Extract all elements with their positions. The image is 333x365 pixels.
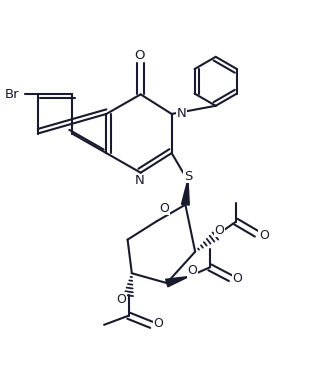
Text: N: N [176, 107, 186, 120]
Text: S: S [184, 170, 192, 183]
Text: O: O [154, 317, 164, 330]
Text: N: N [135, 174, 144, 187]
Text: O: O [259, 228, 269, 242]
Polygon shape [181, 179, 189, 205]
Text: O: O [117, 293, 126, 306]
Polygon shape [166, 277, 189, 287]
Text: Br: Br [4, 88, 19, 101]
Text: O: O [187, 264, 197, 277]
Text: O: O [134, 49, 144, 62]
Text: O: O [233, 272, 242, 285]
Text: O: O [214, 224, 224, 237]
Text: O: O [159, 202, 169, 215]
